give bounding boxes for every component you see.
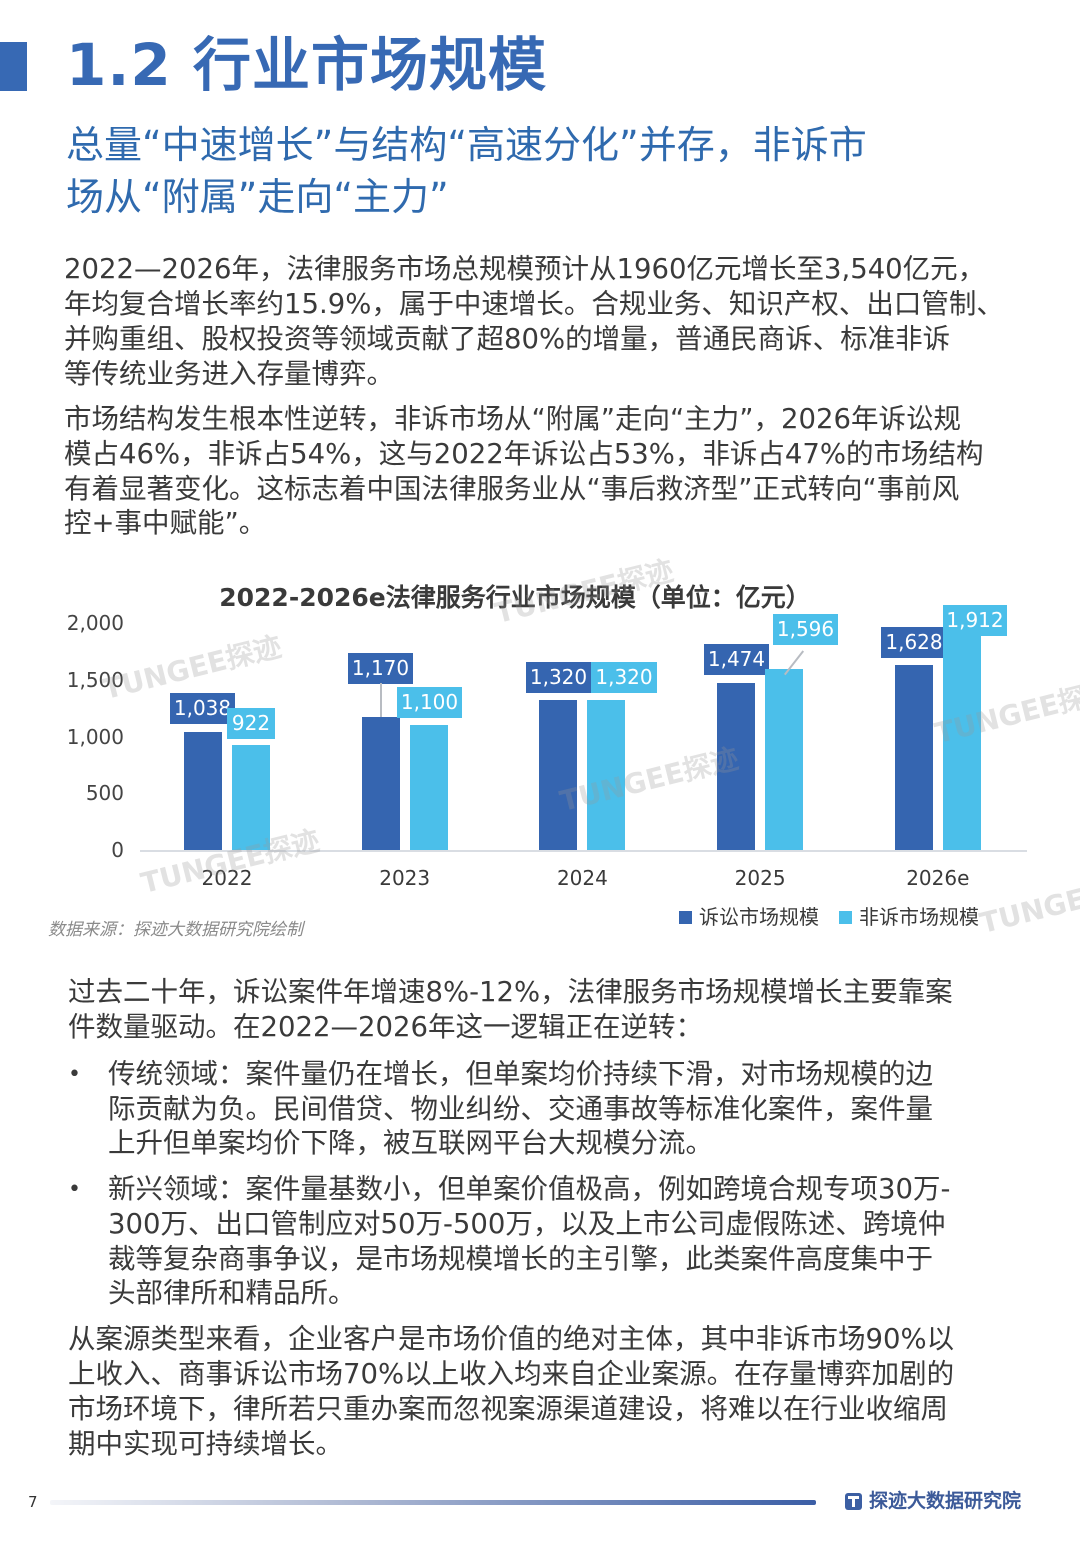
- watermark: TUNGEE探迹: [556, 741, 742, 819]
- page-title: 1.2 行业市场规模: [66, 31, 547, 99]
- bar-non-litigation: [409, 725, 448, 850]
- y-axis-tick-label: 1,500: [66, 667, 124, 692]
- y-axis-tick-label: 2,000: [66, 611, 124, 635]
- data-label: 1,320: [526, 662, 591, 693]
- data-label: 1,170: [348, 653, 413, 684]
- paragraph-line: 2022—2026年，法律服务市场总规模预计从1960亿元增长至3,540亿元，: [64, 253, 986, 285]
- y-axis-tick-label: 0: [111, 838, 124, 862]
- legend-swatch-non-litigation: [839, 911, 852, 924]
- page-number: 7: [28, 1493, 38, 1511]
- paragraph-line: 控+事中赋能”。: [64, 507, 267, 539]
- bar-non-litigation: [942, 632, 981, 850]
- bar-litigation: [184, 732, 222, 850]
- subtitle-line: 场从“附属”走向“主力”: [66, 175, 449, 219]
- bullet-line: 头部律所和精品所。: [108, 1277, 356, 1309]
- bar-litigation: [539, 700, 578, 850]
- paragraph-line: 上收入、商事诉讼市场70%以上收入均来自企业案源。在存量博弈加剧的: [68, 1358, 955, 1390]
- bullet-line: 新兴领域：案件量基数小，但单案价值极高，例如跨境合规专项30万-: [108, 1173, 951, 1205]
- footer-brand: 探迹大数据研究院: [869, 1490, 1022, 1512]
- data-label: 1,596: [773, 614, 838, 645]
- legend-label-litigation: 诉讼市场规模: [699, 905, 819, 929]
- x-axis-line: [140, 850, 1027, 852]
- paragraph-line: 从案源类型来看，企业客户是市场价值的绝对主体，其中非诉市场90%以: [68, 1323, 955, 1355]
- paragraph-line: 市场环境下，律所若只重办案而忽视案源渠道建设，将难以在行业收缩周: [68, 1393, 948, 1425]
- paragraph-line: 有着显著变化。这标志着中国法律服务业从“事后救济型”正式转向“事前风: [64, 473, 960, 505]
- legend-swatch-litigation: [679, 911, 692, 924]
- bar-non-litigation: [232, 745, 270, 850]
- data-label: 922: [227, 708, 275, 739]
- y-axis-tick-label: 1,000: [66, 724, 124, 749]
- bar-non-litigation: [765, 668, 804, 850]
- bullet-line: 传统领域：案件量仍在增长，但单案均价持续下滑，对市场规模的边: [108, 1058, 933, 1090]
- x-axis-tick-label: 2022: [201, 866, 253, 890]
- bullet-line: 上升但单案均价下降，被互联网平台大规模分流。: [108, 1127, 713, 1159]
- title-accent-square: [0, 42, 27, 91]
- bar-litigation: [361, 717, 400, 850]
- bullet-line: 裁等复杂商事争议，是市场规模增长的主引擎，此类案件高度集中于: [108, 1243, 933, 1275]
- data-label: 1,628: [881, 627, 947, 658]
- data-label: 1,038: [170, 693, 235, 724]
- bullet-line: 际贡献为负。民间借贷、物业纠纷、交通事故等标准化案件，案件量: [108, 1093, 933, 1125]
- x-axis-tick-label: 2025: [734, 866, 786, 890]
- paragraph-line: 件数量驱动。在2022—2026年这一逻辑正在逆转：: [68, 1011, 703, 1043]
- x-axis-tick-label: 2023: [379, 866, 431, 890]
- data-label: 1,474: [704, 644, 769, 675]
- paragraph-line: 年均复合增长率约15.9%，属于中速增长。合规业务、知识产权、出口管制、: [64, 288, 1004, 320]
- paragraph-line: 过去二十年，诉讼案件年增速8%-12%，法律服务市场规模增长主要靠案: [68, 976, 953, 1008]
- x-axis-tick-label: 2024: [556, 866, 608, 890]
- paragraph-line: 市场结构发生根本性逆转，非诉市场从“附属”走向“主力”，2026年诉讼规: [64, 403, 961, 435]
- leader-line: [380, 683, 382, 718]
- bullet-icon: •: [68, 1177, 81, 1202]
- bar-non-litigation: [587, 700, 626, 850]
- bar-litigation: [894, 665, 933, 850]
- legend-label-non-litigation: 非诉市场规模: [859, 905, 979, 929]
- paragraph-line: 模占46%，非诉占54%，这与2022年诉讼占53%，非诉占47%的市场结构: [64, 438, 984, 470]
- data-label: 1,100: [397, 687, 462, 718]
- data-label: 1,320: [591, 662, 657, 693]
- bullet-icon: •: [68, 1062, 81, 1087]
- paragraph-line: 等传统业务进入存量博弈。: [64, 358, 394, 390]
- y-axis-tick-label: 500: [85, 781, 124, 806]
- bar-litigation: [717, 682, 756, 850]
- data-label: 1,912: [943, 605, 1007, 636]
- paragraph-line: 并购重组、股权投资等领域贡献了超80%的增量，普通民商诉、标准非诉: [64, 323, 951, 355]
- bullet-line: 300万、出口管制应对50万-500万，以及上市公司虚假陈述、跨境仲: [108, 1208, 946, 1240]
- chart-source-note: 数据来源：探迹大数据研究院绘制: [48, 920, 303, 940]
- subtitle-line: 总量“中速增长”与结构“高速分化”并存，非诉市: [66, 123, 867, 167]
- x-axis-tick-label: 2026e: [906, 866, 970, 890]
- brand-logo-icon: [845, 1493, 862, 1510]
- chart-title: 2022-2026e法律服务行业市场规模（单位：亿元）: [219, 583, 811, 612]
- footer-divider: [50, 1500, 816, 1505]
- paragraph-line: 期中实现可持续增长。: [68, 1428, 343, 1460]
